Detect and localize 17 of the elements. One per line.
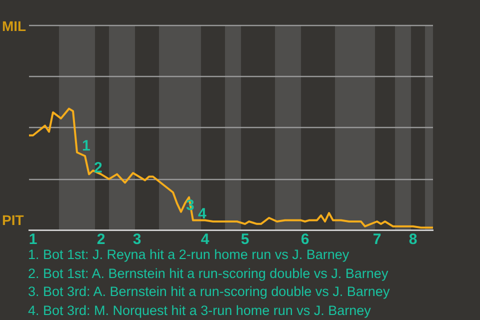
x-tick-label: 1 bbox=[28, 231, 38, 248]
x-tick-label: 4 bbox=[200, 231, 210, 248]
text: 4. Bot 3rd: M. Norquest hit a 3-run home run vs J. Barney bbox=[28, 302, 372, 320]
x-tick-label: 7 bbox=[372, 231, 382, 248]
text: 1. Bot 1st: J. Reyna hit a 2-run home run vs J. Barney bbox=[28, 247, 350, 262]
annotation: 4 bbox=[198, 205, 207, 222]
text: 2. Bot 1st: A. Bernstein hit a run-scoring double vs J. Barney bbox=[28, 264, 390, 283]
x-tick-label: 2 bbox=[96, 231, 106, 248]
x-tick-label: 8 bbox=[408, 231, 418, 248]
text: 3. Bot 3rd: A. Bernstein hit a run-scoring double vs J. Barney bbox=[28, 283, 390, 301]
annotation: 2 bbox=[94, 159, 102, 176]
text: PIT bbox=[2, 212, 24, 228]
x-tick-label: 5 bbox=[240, 231, 250, 248]
x-tick-label: 6 bbox=[300, 231, 310, 248]
annotation: 1 bbox=[82, 138, 90, 155]
x-tick-label: 3 bbox=[132, 231, 142, 248]
text: MIL bbox=[2, 18, 26, 34]
